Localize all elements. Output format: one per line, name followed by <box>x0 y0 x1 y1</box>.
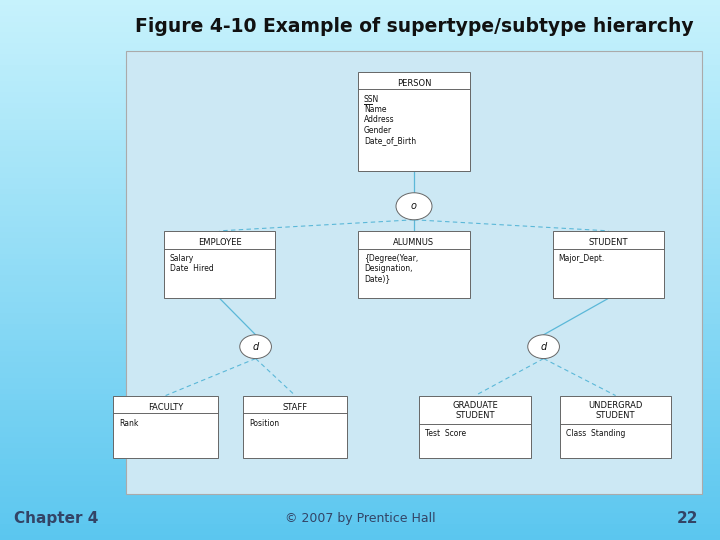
Text: GRADUATE: GRADUATE <box>452 401 498 410</box>
Text: STUDENT: STUDENT <box>589 239 628 247</box>
FancyBboxPatch shape <box>243 395 347 458</box>
FancyBboxPatch shape <box>163 231 275 298</box>
FancyBboxPatch shape <box>419 395 531 458</box>
Text: Class  Standing: Class Standing <box>566 429 625 438</box>
Text: Test  Score: Test Score <box>425 429 467 438</box>
Circle shape <box>396 193 432 220</box>
Text: Position: Position <box>249 419 279 428</box>
Text: o: o <box>411 201 417 211</box>
FancyBboxPatch shape <box>114 395 217 458</box>
FancyBboxPatch shape <box>126 51 702 494</box>
Text: Major_Dept.: Major_Dept. <box>559 254 605 263</box>
Text: STUDENT: STUDENT <box>456 410 495 420</box>
FancyBboxPatch shape <box>553 231 665 298</box>
Circle shape <box>240 335 271 359</box>
Text: {Degree(Year,: {Degree(Year, <box>364 254 418 263</box>
Text: SSN: SSN <box>364 95 379 104</box>
FancyBboxPatch shape <box>358 71 469 172</box>
Text: 22: 22 <box>677 511 698 526</box>
Text: Designation,: Designation, <box>364 265 413 273</box>
Text: PERSON: PERSON <box>397 79 431 88</box>
Text: Salary: Salary <box>170 254 194 263</box>
Text: d: d <box>541 342 546 352</box>
Text: Figure 4-10 Example of supertype/subtype hierarchy: Figure 4-10 Example of supertype/subtype… <box>135 17 693 37</box>
Text: STUDENT: STUDENT <box>596 410 635 420</box>
FancyBboxPatch shape <box>358 231 469 298</box>
Text: Rank: Rank <box>120 419 138 428</box>
Text: FACULTY: FACULTY <box>148 403 183 412</box>
Text: EMPLOYEE: EMPLOYEE <box>198 239 241 247</box>
Text: Date_of_Birth: Date_of_Birth <box>364 136 416 145</box>
Text: Gender: Gender <box>364 125 392 134</box>
Circle shape <box>528 335 559 359</box>
Text: © 2007 by Prentice Hall: © 2007 by Prentice Hall <box>284 512 436 525</box>
Text: Address: Address <box>364 116 395 124</box>
Text: UNDERGRAD: UNDERGRAD <box>588 401 643 410</box>
Text: Chapter 4: Chapter 4 <box>14 511 99 526</box>
Text: d: d <box>253 342 258 352</box>
Text: STAFF: STAFF <box>283 403 307 412</box>
Text: Date)}: Date)} <box>364 275 390 284</box>
Text: Date  Hired: Date Hired <box>170 265 213 273</box>
Text: Name: Name <box>364 105 387 114</box>
Text: ALUMNUS: ALUMNUS <box>393 239 435 247</box>
FancyBboxPatch shape <box>560 395 671 458</box>
